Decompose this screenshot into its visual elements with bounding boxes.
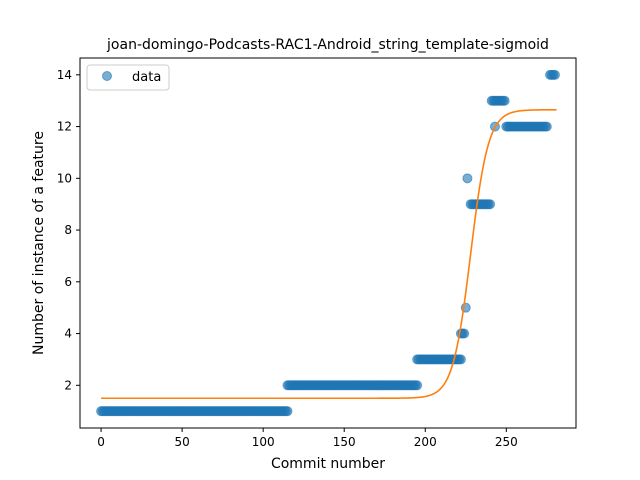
legend-label-data: data <box>132 70 161 85</box>
y-tick-label: 10 <box>57 171 72 185</box>
legend-marker <box>102 71 112 81</box>
x-tick-label: 250 <box>495 435 518 449</box>
y-tick-label: 8 <box>64 223 72 237</box>
x-axis: 0 50 100 150 200 250 <box>97 428 518 449</box>
y-axis: 2 4 6 8 10 12 14 <box>57 68 80 392</box>
data-point <box>455 354 466 365</box>
legend: data <box>86 64 170 91</box>
x-tick-label: 200 <box>414 435 437 449</box>
data-point <box>412 380 423 391</box>
data-point <box>499 95 510 106</box>
y-tick-label: 14 <box>57 68 72 82</box>
y-tick-label: 4 <box>64 327 72 341</box>
data-point <box>459 328 470 339</box>
axes-frame <box>79 57 577 429</box>
sigmoid-fit-line <box>101 108 557 400</box>
data-point <box>541 121 552 132</box>
y-tick-label: 12 <box>57 120 72 134</box>
y-axis-label: Number of instance of a feature <box>31 131 47 355</box>
fit-line-series <box>101 108 557 400</box>
plot-area <box>96 69 560 417</box>
x-axis-label: Commit number <box>271 456 385 472</box>
x-tick-label: 100 <box>252 435 275 449</box>
data-point <box>485 199 496 210</box>
x-tick-label: 0 <box>97 435 105 449</box>
x-tick-label: 150 <box>333 435 356 449</box>
chart-title: joan-domingo-Podcasts-RAC1-Android_strin… <box>106 37 549 53</box>
data-point <box>549 69 560 80</box>
y-tick-label: 2 <box>64 378 72 392</box>
y-tick-label: 6 <box>64 275 72 289</box>
data-point <box>282 406 293 417</box>
x-tick-label: 50 <box>174 435 189 449</box>
data-point <box>462 173 473 184</box>
